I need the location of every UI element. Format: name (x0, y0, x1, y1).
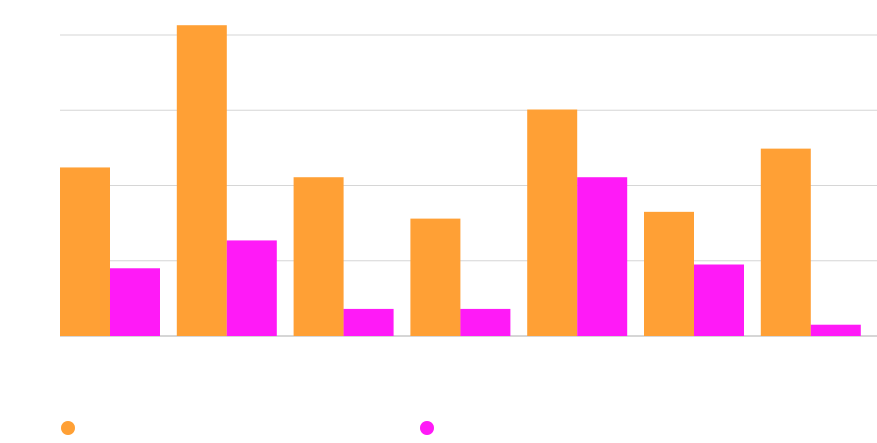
legend-marker-series-1 (61, 421, 75, 435)
bar-series-2-category-2[interactable] (226, 240, 277, 336)
bar-series-1-category-5[interactable] (527, 109, 578, 336)
bar-series-2-category-3[interactable] (343, 308, 394, 336)
bar-series-2-category-1[interactable] (110, 268, 160, 336)
bar-series-1-category-1[interactable] (60, 167, 110, 336)
bar-series-1-category-3[interactable] (293, 177, 344, 336)
bar-series-2-category-5[interactable] (577, 177, 628, 336)
legend (61, 421, 434, 435)
bar-series-2-category-4[interactable] (460, 308, 511, 336)
bar-series-2-category-7[interactable] (810, 324, 861, 336)
bar-series-1-category-2[interactable] (176, 25, 227, 337)
bar-series-1-category-6[interactable] (644, 211, 694, 336)
bars (60, 25, 861, 337)
bar-series-1-category-7[interactable] (760, 148, 811, 336)
legend-marker-series-2 (420, 421, 434, 435)
bar-series-2-category-6[interactable] (694, 264, 744, 336)
bar-series-1-category-4[interactable] (410, 218, 461, 336)
